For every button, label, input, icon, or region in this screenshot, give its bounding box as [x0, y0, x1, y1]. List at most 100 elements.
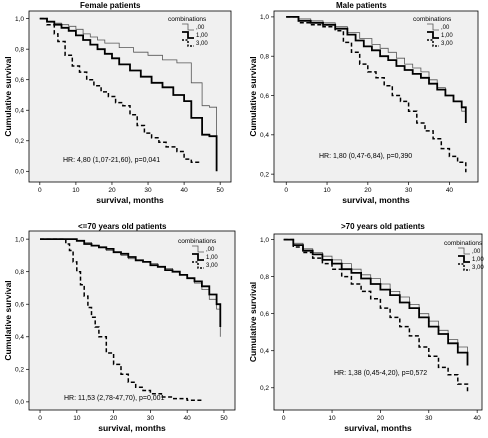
legend: combinations ,00 1,00 3,00 [168, 16, 208, 47]
y-tick-label: 0,6 [15, 77, 24, 84]
x-tick-label: 10 [323, 187, 331, 194]
legend-label: 3,00 [196, 41, 208, 47]
survival-curve [40, 238, 222, 327]
y-tick-label: 0,2 [260, 171, 269, 178]
plot-area [28, 10, 232, 183]
x-tick-label: 10 [73, 415, 81, 422]
legend-label: 3,00 [441, 41, 453, 47]
y-tick-label: 0,8 [15, 269, 24, 276]
y-axis-label: Cumulative survival [3, 280, 13, 360]
x-tick-label: 10 [72, 187, 80, 194]
survival-curve [283, 238, 469, 366]
hazard-ratio-annotation: HR: 1,38 (0,45-4,20), p=0,572 [334, 370, 427, 377]
y-tick-label: 1,0 [15, 236, 24, 243]
x-tick-label: 40 [180, 187, 188, 194]
y-tick-label: 0,6 [260, 311, 269, 318]
legend-title: combinations [178, 238, 217, 245]
x-tick-label: 0 [282, 415, 286, 422]
legend-swatch [192, 253, 204, 261]
chart-title: >70 years old patients [341, 222, 425, 231]
hazard-ratio-annotation: HR: 11,53 (2,78-47,70), p=0,001 [64, 395, 165, 402]
legend-title: combinations [413, 16, 452, 23]
hazard-ratio-annotation: HR: 4,80 (1,07-21,60), p=0,041 [63, 157, 160, 164]
y-tick-label: 1,0 [15, 16, 24, 23]
legend-swatch [182, 31, 194, 39]
y-tick-label: 0,8 [260, 54, 269, 61]
x-tick-label: 0 [38, 415, 42, 422]
survival-curve [39, 17, 200, 164]
survival-curve [286, 15, 467, 123]
x-tick-label: 40 [184, 415, 192, 422]
legend-label: 1,00 [441, 33, 453, 39]
y-tick-label: 0,4 [260, 132, 269, 139]
x-axis-label: survival, months [98, 423, 166, 433]
y-axis-label: Cumulative survival [248, 282, 258, 362]
x-tick-label: 20 [108, 187, 116, 194]
legend: combinations ,00 1,00 3,00 [444, 240, 484, 271]
legend-label: ,00 [441, 25, 450, 31]
x-tick-label: 50 [217, 187, 225, 194]
legend-label: 3,00 [472, 265, 484, 271]
y-axis-label: Cumulative survival [248, 56, 258, 136]
y-tick-label: 1,0 [260, 237, 269, 244]
x-tick-label: 30 [405, 187, 413, 194]
y-tick-label: 0,8 [260, 274, 269, 281]
x-tick-label: 10 [328, 415, 336, 422]
x-tick-label: 30 [147, 415, 155, 422]
y-tick-label: 0,0 [15, 399, 24, 406]
legend: combinations ,00 1,00 3,00 [413, 16, 453, 47]
legend-label: ,00 [196, 25, 205, 31]
survival-curve [40, 238, 203, 402]
y-tick-label: 0,2 [260, 385, 269, 392]
y-tick-label: 0,6 [260, 93, 269, 100]
y-tick-label: 0,4 [15, 334, 24, 341]
legend-swatch [192, 245, 204, 253]
x-tick-label: 0 [284, 187, 288, 194]
legend-title: combinations [444, 240, 483, 247]
y-axis-label: Cumulative survival [3, 56, 13, 136]
x-tick-label: 30 [144, 187, 152, 194]
x-tick-label: 0 [38, 187, 42, 194]
y-tick-label: 0,8 [15, 46, 24, 53]
legend: combinations ,00 1,00 3,00 [178, 238, 218, 269]
plot-area [273, 233, 483, 411]
y-tick-label: 0,4 [260, 348, 269, 355]
x-axis-label: survival, months [342, 195, 410, 205]
y-tick-label: 0,0 [15, 169, 24, 176]
legend-swatch [427, 23, 439, 31]
legend-label: 1,00 [472, 257, 484, 263]
x-tick-label: 40 [474, 415, 482, 422]
legend-label: ,00 [206, 247, 215, 253]
y-tick-label: 0,6 [15, 302, 24, 309]
x-axis-label: survival, months [344, 423, 412, 433]
chart-panel-3: <=70 years old patients 0,0 0,2 0,4 0,6 0,8 1,… [3, 222, 236, 433]
chart-title: <=70 years old patients [78, 222, 167, 231]
legend-swatch [458, 255, 470, 263]
x-axis-label: survival, months [96, 195, 164, 205]
legend-swatch [458, 263, 470, 271]
x-tick-label: 20 [110, 415, 118, 422]
chart-title: Female patients [80, 1, 141, 10]
legend-label: 1,00 [206, 255, 218, 261]
legend-title: combinations [168, 16, 207, 23]
legend-swatch [458, 247, 470, 255]
plot-area [273, 10, 479, 183]
legend-swatch [182, 39, 194, 47]
legend-label: ,00 [472, 249, 481, 255]
x-tick-label: 30 [425, 415, 433, 422]
hazard-ratio-annotation: HR: 1,80 (0,47-6,84), p=0,390 [319, 153, 412, 160]
x-tick-label: 20 [364, 187, 372, 194]
legend-label: 3,00 [206, 263, 218, 269]
x-tick-label: 50 [220, 415, 228, 422]
legend-swatch [427, 31, 439, 39]
y-tick-label: 0,2 [15, 138, 24, 145]
y-tick-label: 1,0 [260, 14, 269, 21]
y-tick-label: 0,2 [15, 367, 24, 374]
legend-swatch [192, 261, 204, 269]
legend-swatch [182, 23, 194, 31]
chart-title: Male patients [336, 1, 387, 10]
survival-curve [39, 17, 218, 172]
